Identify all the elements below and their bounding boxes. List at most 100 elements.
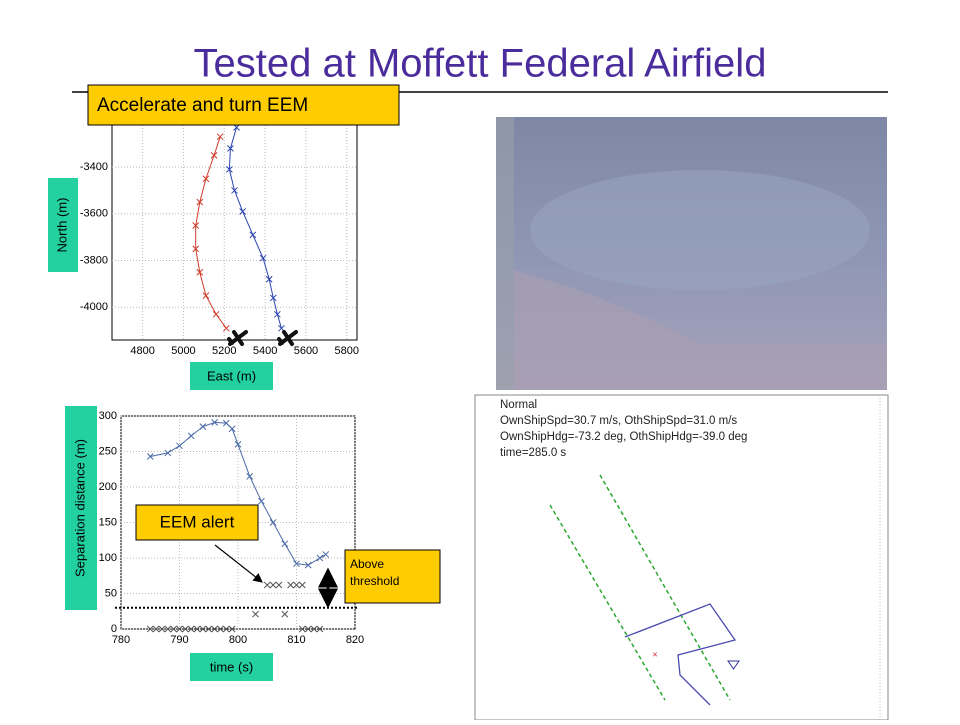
x-tick-label: 5400 [253,345,277,357]
screen-line: OwnShipSpd=30.7 m/s, OthShipSpd=31.0 m/s [500,415,737,427]
data-point [293,581,300,589]
x-tick-label: 5600 [294,345,318,357]
alert-box [135,504,259,541]
y-tick-label: -4000 [80,301,108,313]
slide-title: Tested at Moffett Federal Airfield [194,42,767,86]
screen-line: OwnShipHdg=-73.2 deg, OthShipHdg=-39.0 d… [500,431,747,443]
path-line [599,474,731,701]
x-tick-label: 790 [170,634,188,646]
data-point [265,275,273,283]
y-tick-label: 150 [99,516,117,528]
aircraft-icon [227,330,248,346]
data-point [234,441,242,448]
alert-arrow [214,544,263,583]
data-point [217,625,224,633]
data-point [249,231,257,239]
data-point [322,551,330,558]
y-tick-label: 300 [99,410,117,422]
x-axis-label: East (m) [207,368,256,383]
data-point [205,625,213,633]
data-point [281,540,289,548]
data-point [152,625,160,633]
data-point [227,145,234,152]
x-axis-label: time (s) [210,659,253,674]
data-point [187,432,195,440]
data-point [287,581,295,589]
y-tick-label: 100 [99,552,117,564]
data-point [210,152,218,159]
data-point [196,198,204,206]
data-point [187,625,195,633]
x-tick-label: 5000 [171,345,195,357]
aircraft-icon [277,330,298,346]
data-point [298,581,306,589]
y-tick-label: 50 [105,587,117,599]
data-point [164,449,172,457]
ship-track [624,603,737,706]
x-label-box [190,362,273,390]
data-point [274,310,281,318]
banner: Accelerate and turn EEM [97,95,308,116]
data-point [176,442,183,450]
data-point [212,310,220,318]
x-tick-label: 780 [112,634,130,646]
screen-line: Normal [500,399,537,411]
video-cloud [530,170,870,290]
x-tick-label: 5200 [212,345,236,357]
data-point [259,254,267,262]
threshold-label: Above threshold [350,557,400,588]
data-point [304,625,312,633]
data-point [310,625,318,633]
y-tick-label: -3800 [80,254,108,266]
x-tick-label: 5800 [335,345,359,357]
data-point [258,497,265,505]
x-label-box [190,653,273,681]
banner-box [87,84,400,126]
x-tick-label: 820 [346,634,364,646]
data-point [164,625,172,633]
data-point [192,222,200,229]
data-point [222,324,230,332]
x-tick-label: 4800 [130,345,154,357]
data-point [146,453,154,460]
threshold-box [344,549,441,604]
y-tick-label: 0 [111,623,117,635]
x-tick-label: 810 [287,634,305,646]
y-tick-label: -3400 [80,161,108,173]
data-point [316,625,324,633]
video-ground [514,270,887,390]
data-point [281,610,289,618]
data-point [211,419,218,426]
data-point [158,625,166,633]
screen-line: time=285.0 s [500,447,566,459]
data-point [176,625,183,633]
alert-label: EEM alert [160,512,235,531]
ship-marker: × [652,649,657,659]
data-point [231,187,238,194]
data-point [252,610,259,618]
data-point [304,561,312,569]
data-point [192,245,200,253]
data-point [275,581,283,589]
data-point [146,625,154,633]
screen-panel [474,394,889,721]
data-point [193,625,201,633]
charts: 4800 5000 5200 5400 5600 5800 -4000 -3800 -3600 -… [48,123,364,681]
data-point [196,268,204,276]
data-point [316,554,324,562]
y-label-box [65,406,97,610]
data-point [170,625,178,633]
path-line [549,504,666,701]
data-point [202,292,210,299]
y-label-box [48,178,78,272]
data-point [226,166,233,173]
data-point [269,581,277,589]
ship-icon [727,660,740,670]
y-axis-label: Separation distance (m) [72,439,87,577]
data-point [181,625,189,633]
data-point [222,419,230,427]
data-point [298,625,306,633]
data-point [269,519,277,526]
